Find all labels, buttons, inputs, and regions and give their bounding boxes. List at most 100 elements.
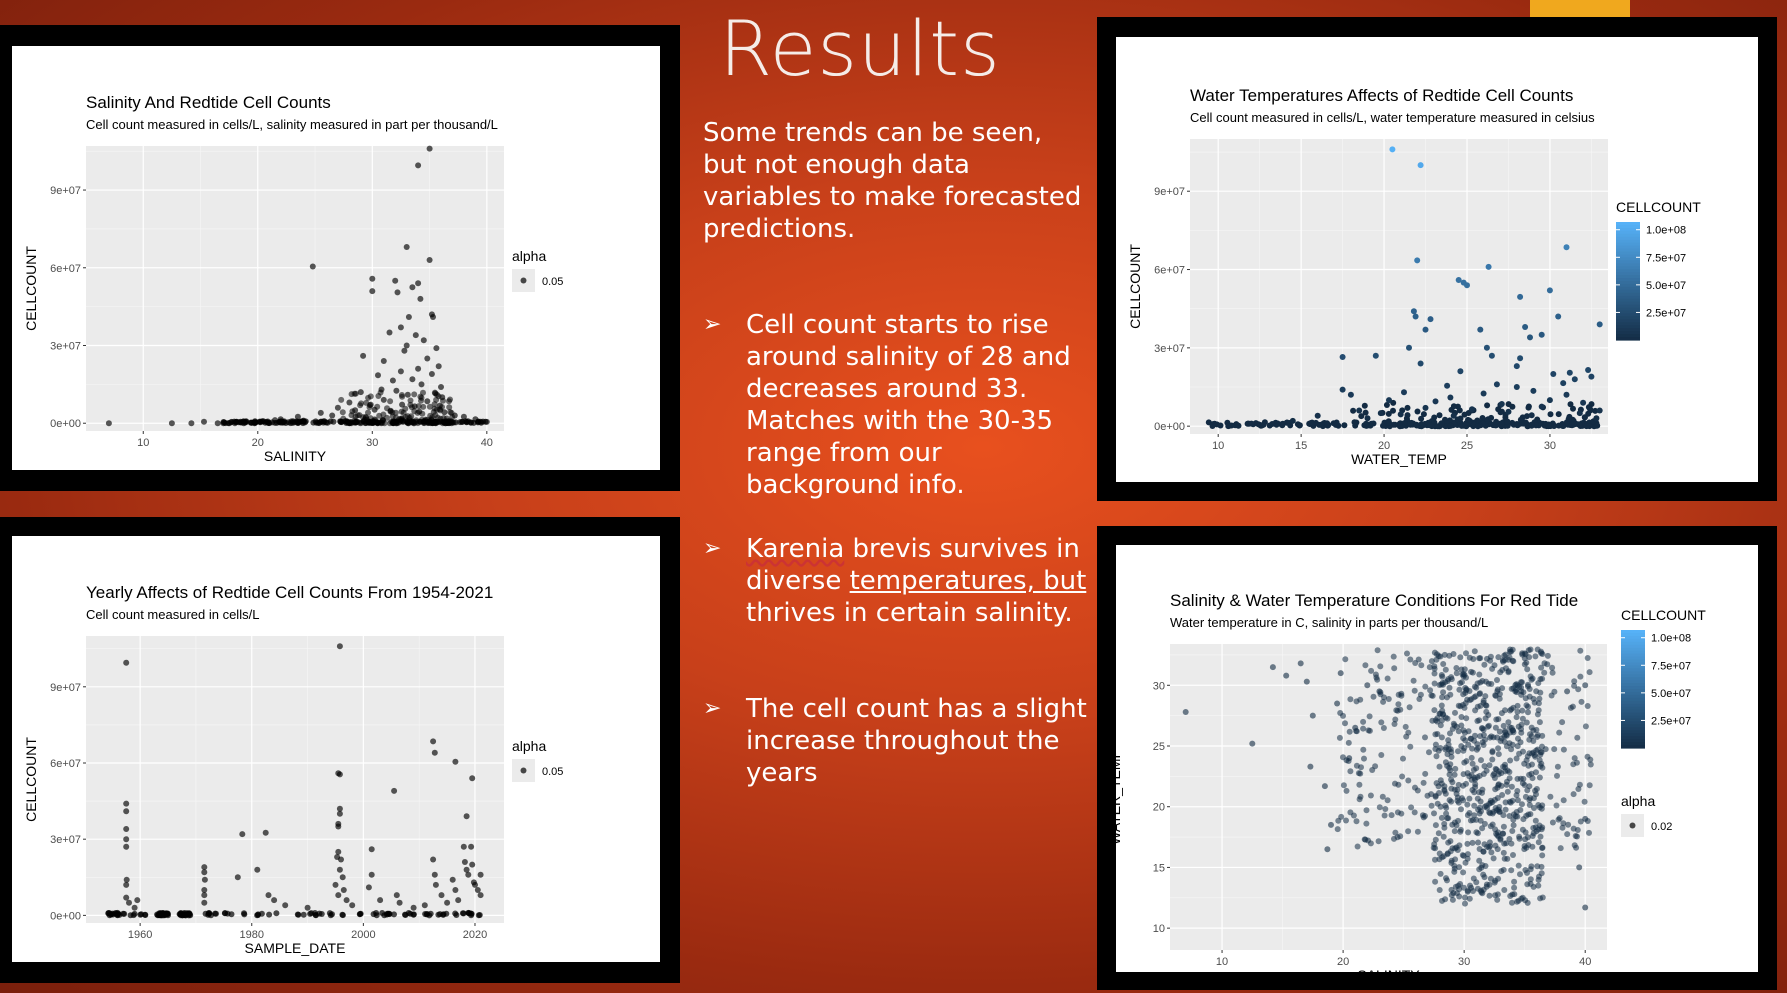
data-point bbox=[1384, 675, 1391, 682]
data-point bbox=[1517, 293, 1524, 300]
data-point bbox=[266, 911, 273, 918]
colorbar-segment bbox=[1621, 718, 1645, 723]
data-point bbox=[407, 397, 414, 404]
data-point bbox=[1503, 781, 1510, 788]
data-point bbox=[1365, 837, 1372, 844]
data-point bbox=[1444, 877, 1450, 884]
data-point bbox=[336, 805, 343, 812]
data-point bbox=[1434, 800, 1441, 807]
data-point bbox=[1460, 869, 1467, 876]
colorbar-segment bbox=[1616, 227, 1640, 232]
colorbar-segment bbox=[1621, 689, 1645, 693]
data-point bbox=[231, 420, 238, 427]
data-point bbox=[1458, 422, 1465, 429]
data-point bbox=[1576, 421, 1583, 428]
data-point bbox=[1509, 741, 1516, 748]
data-point bbox=[1459, 702, 1466, 708]
data-point bbox=[1283, 672, 1290, 679]
data-point bbox=[1477, 702, 1484, 709]
data-point bbox=[1510, 822, 1517, 829]
data-point bbox=[386, 329, 393, 336]
data-point bbox=[1513, 714, 1520, 721]
data-point bbox=[389, 377, 396, 384]
data-point bbox=[1476, 671, 1483, 678]
data-point bbox=[416, 408, 423, 415]
data-point bbox=[1451, 828, 1458, 835]
data-point bbox=[1431, 680, 1438, 687]
data-point bbox=[1522, 324, 1529, 330]
data-point bbox=[441, 409, 448, 416]
data-point bbox=[348, 419, 355, 426]
data-point bbox=[1502, 768, 1509, 775]
data-point bbox=[1584, 753, 1591, 760]
data-point bbox=[1523, 702, 1530, 709]
data-point bbox=[1495, 654, 1502, 661]
data-point bbox=[1497, 409, 1504, 416]
data-point bbox=[430, 314, 436, 320]
data-point bbox=[1488, 849, 1495, 856]
data-point bbox=[1586, 669, 1593, 676]
chart-panel-conditions: Salinity & Water Temperature Conditions … bbox=[1116, 545, 1758, 972]
data-point bbox=[420, 389, 426, 396]
data-point bbox=[1582, 815, 1589, 822]
data-point bbox=[1419, 421, 1426, 428]
colorbar-segment bbox=[1616, 263, 1640, 267]
legend-title: alpha bbox=[512, 248, 546, 264]
data-point bbox=[123, 876, 130, 883]
data-point bbox=[1428, 658, 1435, 665]
data-point bbox=[1502, 799, 1509, 806]
data-point bbox=[1496, 728, 1503, 735]
data-point bbox=[1432, 856, 1438, 863]
data-point bbox=[262, 829, 269, 836]
data-point bbox=[1532, 653, 1539, 660]
data-point bbox=[477, 418, 484, 425]
data-point bbox=[444, 899, 451, 906]
data-point bbox=[387, 398, 394, 405]
data-point bbox=[1380, 422, 1386, 429]
data-point bbox=[1439, 707, 1446, 714]
data-point bbox=[1528, 733, 1535, 740]
data-points bbox=[1205, 146, 1603, 430]
data-point bbox=[1586, 782, 1593, 789]
data-point bbox=[426, 403, 433, 410]
data-point bbox=[1532, 824, 1539, 831]
data-point bbox=[1480, 886, 1487, 893]
data-point bbox=[1482, 715, 1489, 722]
colorbar-segment bbox=[1621, 668, 1645, 672]
colorbar-segment bbox=[1621, 706, 1645, 711]
colorbar-segment bbox=[1621, 703, 1645, 708]
data-point bbox=[385, 910, 392, 917]
data-point bbox=[1460, 884, 1467, 891]
data-point bbox=[410, 911, 417, 918]
data-point bbox=[397, 368, 404, 375]
data-point bbox=[1460, 797, 1467, 804]
data-point bbox=[1522, 651, 1529, 658]
data-point bbox=[1564, 688, 1571, 695]
data-point bbox=[1499, 792, 1506, 798]
data-point bbox=[1340, 712, 1346, 719]
legend-title: alpha bbox=[1621, 793, 1655, 809]
data-point bbox=[1328, 821, 1334, 828]
data-point bbox=[1436, 412, 1443, 419]
data-point bbox=[1356, 796, 1363, 803]
data-point bbox=[1492, 786, 1499, 793]
data-point bbox=[1495, 745, 1502, 752]
data-point bbox=[1537, 833, 1544, 840]
data-point bbox=[1533, 769, 1539, 776]
data-point bbox=[1495, 716, 1502, 723]
data-point bbox=[1431, 810, 1437, 817]
data-point bbox=[1493, 381, 1500, 388]
data-point bbox=[1321, 783, 1328, 790]
data-point bbox=[1352, 724, 1359, 731]
x-tick-label: 2000 bbox=[351, 929, 375, 941]
data-point bbox=[1481, 803, 1488, 810]
data-point bbox=[1454, 786, 1461, 793]
data-point bbox=[1473, 816, 1480, 823]
x-tick-label: 1980 bbox=[240, 929, 264, 941]
data-point bbox=[1489, 756, 1496, 763]
data-point bbox=[1436, 856, 1443, 863]
data-point bbox=[1593, 422, 1600, 429]
data-point bbox=[1492, 724, 1499, 731]
data-point bbox=[1464, 770, 1471, 777]
colorbar-segment bbox=[1621, 656, 1645, 661]
